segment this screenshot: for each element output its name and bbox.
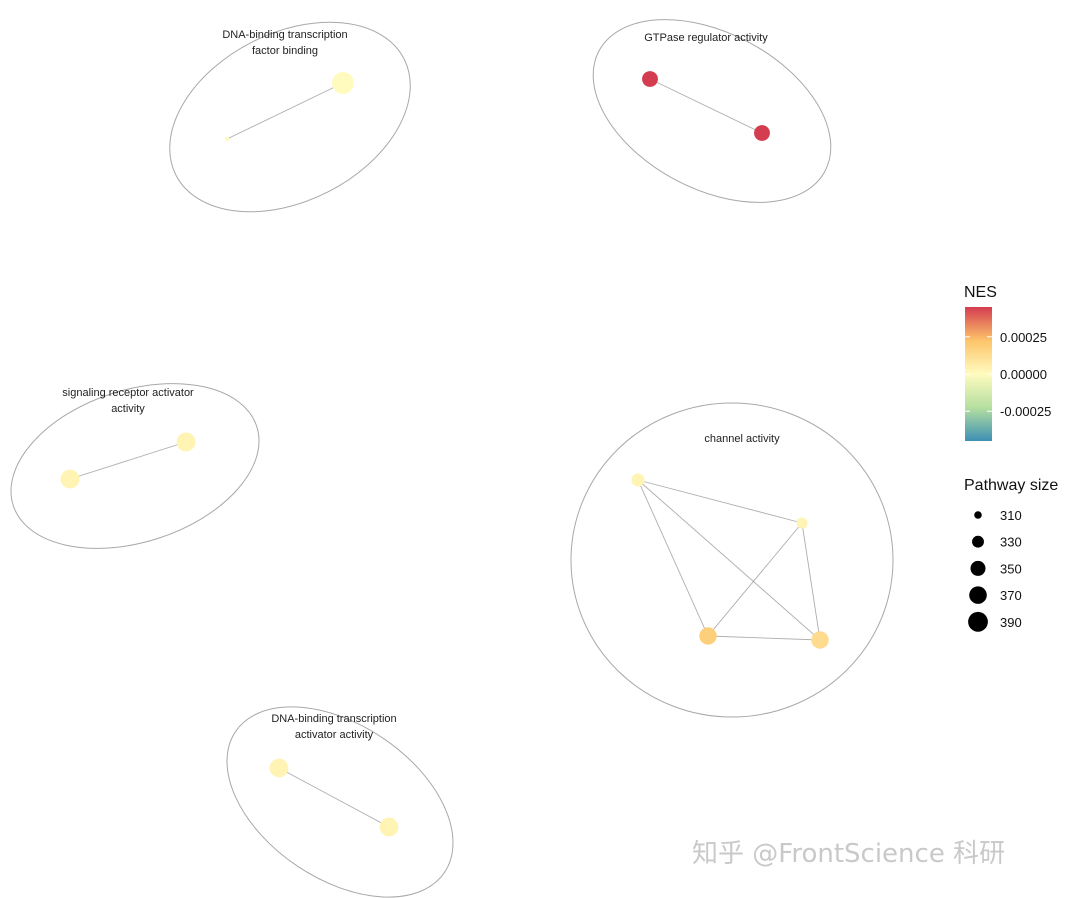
cluster-label-line: activity bbox=[111, 403, 145, 415]
network-node bbox=[754, 125, 770, 141]
network-node bbox=[269, 758, 289, 778]
network-edge bbox=[707, 522, 803, 637]
legend-size-dot bbox=[969, 586, 987, 604]
network-node bbox=[60, 469, 80, 489]
network-edge bbox=[278, 767, 390, 828]
network-node bbox=[631, 473, 645, 487]
cluster-label-line: DNA-binding transcription bbox=[222, 29, 347, 41]
network-node bbox=[176, 432, 196, 452]
network-node bbox=[332, 72, 354, 94]
cluster-label-line: DNA-binding transcription bbox=[271, 713, 396, 725]
legend-size-label: 390 bbox=[1000, 615, 1022, 630]
legend-nes-tick-label: 0.00025 bbox=[1000, 330, 1047, 345]
network-node bbox=[642, 71, 658, 87]
cluster-label: DNA-binding transcription factor binding bbox=[222, 29, 347, 57]
network-edge bbox=[637, 479, 803, 524]
cluster-group: signaling receptor activator activity bbox=[10, 383, 260, 549]
cluster-outline bbox=[226, 706, 454, 898]
cluster-outline bbox=[10, 383, 260, 549]
cluster-label: signaling receptor activator activity bbox=[62, 387, 194, 415]
cluster-label-line: factor binding bbox=[252, 45, 318, 57]
legend-nes-title: NES bbox=[964, 284, 997, 301]
cluster-label-line: activator activity bbox=[295, 729, 374, 741]
legend-size-items: 310 330 350 370 390 bbox=[968, 508, 1022, 632]
cluster-label-line: signaling receptor activator bbox=[62, 387, 194, 399]
network-edge bbox=[707, 635, 821, 641]
network-edge bbox=[637, 479, 821, 641]
legend-size-dot bbox=[968, 611, 988, 632]
cluster-group: DNA-binding transcription factor binding bbox=[169, 21, 411, 213]
cluster-layer: DNA-binding transcription factor binding G… bbox=[10, 19, 894, 898]
cluster-label: GTPase regulator activity bbox=[644, 32, 768, 44]
cluster-label: DNA-binding transcription activator activ… bbox=[271, 713, 396, 741]
cluster-outline bbox=[570, 402, 894, 718]
legend-size-dot bbox=[974, 511, 982, 519]
network-node bbox=[224, 136, 230, 142]
legend-size-label: 350 bbox=[1000, 561, 1022, 576]
network-node bbox=[699, 627, 717, 645]
network-node bbox=[379, 817, 399, 837]
watermark-text: 知乎 @FrontScience 科研 bbox=[692, 839, 1005, 869]
legend-nes-tick-label: 0.00000 bbox=[1000, 367, 1047, 382]
cluster-label-line: GTPase regulator activity bbox=[644, 32, 768, 44]
network-node bbox=[796, 517, 808, 529]
legend-size-title: Pathway size bbox=[964, 477, 1058, 494]
legend-size-label: 310 bbox=[1000, 508, 1022, 523]
network-edge bbox=[69, 441, 187, 480]
network-edge bbox=[649, 78, 763, 134]
network-edge bbox=[637, 479, 709, 637]
cluster-group: GTPase regulator activity bbox=[592, 19, 832, 203]
legend-size-label: 330 bbox=[1000, 535, 1022, 550]
legend-size-dot bbox=[972, 535, 984, 548]
cluster-label: channel activity bbox=[704, 433, 780, 445]
legend-nes-tick-label: -0.00025 bbox=[1000, 404, 1051, 419]
cluster-outline bbox=[592, 19, 832, 203]
network-node bbox=[811, 631, 829, 649]
cluster-group: channel activity bbox=[570, 402, 894, 718]
legend-nes-ticks: 0.00025 0.00000 -0.00025 bbox=[965, 330, 1051, 419]
cluster-label-line: channel activity bbox=[704, 433, 780, 445]
network-edge bbox=[801, 522, 821, 641]
cluster-outline bbox=[169, 21, 411, 213]
cluster-group: DNA-binding transcription activator activ… bbox=[226, 706, 454, 898]
legend-size-dot bbox=[970, 560, 986, 576]
legend-size-label: 370 bbox=[1000, 588, 1022, 603]
network-edge bbox=[226, 82, 344, 140]
